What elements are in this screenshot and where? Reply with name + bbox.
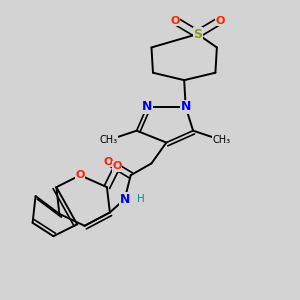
Text: CH₃: CH₃ [212,135,230,145]
Text: N: N [142,100,152,113]
Text: H: H [137,194,145,204]
Text: N: N [119,193,130,206]
Text: O: O [171,16,180,26]
Text: CH₃: CH₃ [99,135,118,145]
Text: O: O [76,170,85,180]
Text: O: O [112,161,122,171]
Text: S: S [193,28,202,40]
Text: O: O [215,16,224,26]
Text: N: N [181,100,191,113]
Text: O: O [104,157,113,167]
